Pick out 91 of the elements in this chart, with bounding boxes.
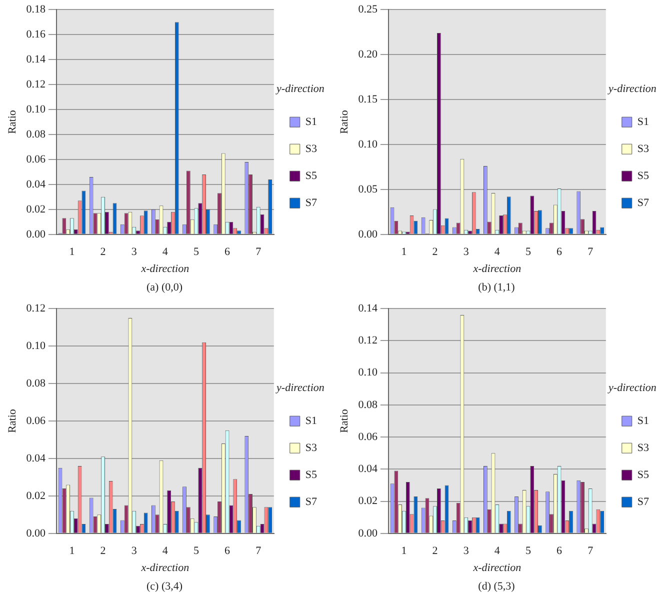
y-tick-label: 0.00 bbox=[358, 228, 378, 240]
y-tick-label: 0.08 bbox=[358, 398, 378, 411]
y-tick-label: 0.18 bbox=[26, 3, 46, 16]
y-tick-label: 0.16 bbox=[26, 28, 46, 40]
x-tick-label: 4 bbox=[494, 246, 500, 258]
y-tick-label: 0.00 bbox=[358, 527, 378, 540]
x-tick-label: 4 bbox=[494, 544, 500, 557]
legend-label: S1 bbox=[637, 116, 650, 128]
y-tick-label: 0.14 bbox=[358, 302, 378, 314]
x-tick-label: 2 bbox=[100, 246, 106, 258]
x-tick-label: 5 bbox=[525, 246, 532, 258]
x-tick-label: 3 bbox=[463, 544, 470, 557]
x-tick-label: 6 bbox=[556, 544, 563, 557]
y-tick-label: 0.04 bbox=[358, 463, 378, 476]
x-tick-label: 6 bbox=[224, 544, 231, 557]
y-tick-label: 0.12 bbox=[26, 78, 46, 90]
y-axis-title: Ratio bbox=[338, 110, 350, 134]
legend-label: S3 bbox=[637, 442, 650, 454]
x-tick-label: 3 bbox=[463, 246, 470, 258]
y-tick-label: 0.10 bbox=[26, 103, 46, 116]
legend-label: S7 bbox=[305, 496, 318, 508]
y-tick-label: 0.10 bbox=[26, 340, 46, 352]
y-tick-label: 0.06 bbox=[26, 414, 46, 427]
text: (b) (1,1) bbox=[478, 281, 516, 294]
x-axis-title: x-direction bbox=[140, 263, 190, 276]
legend-label: S5 bbox=[637, 468, 650, 481]
legend-label: S3 bbox=[305, 142, 318, 155]
x-tick-label: 6 bbox=[556, 246, 563, 258]
legend-title: y-direction bbox=[276, 382, 325, 394]
x-tick-label: 1 bbox=[401, 544, 407, 557]
y-tick-label: 0.06 bbox=[26, 153, 46, 166]
y-tick-label: 0.12 bbox=[358, 334, 378, 347]
legend-label: S7 bbox=[637, 196, 650, 209]
x-axis-title: x-direction bbox=[472, 562, 522, 574]
x-tick-label: 2 bbox=[432, 246, 438, 258]
x-tick-label: 5 bbox=[193, 544, 200, 557]
legend-title: y-direction bbox=[608, 382, 657, 394]
x-axis-title: x-direction bbox=[472, 263, 522, 276]
y-tick-label: 0.04 bbox=[26, 178, 46, 190]
x-tick-label: 5 bbox=[193, 246, 200, 258]
x-tick-label: 2 bbox=[432, 544, 438, 557]
y-tick-label: 0.02 bbox=[26, 203, 46, 216]
y-tick-label: 0.10 bbox=[358, 366, 378, 379]
legend-label: S7 bbox=[305, 196, 318, 209]
y-tick-label: 0.20 bbox=[358, 48, 378, 60]
x-tick-label: 1 bbox=[69, 544, 75, 557]
text: (d) (5,3) bbox=[478, 580, 516, 592]
x-tick-label: 5 bbox=[525, 544, 532, 557]
y-tick-label: 0.08 bbox=[26, 377, 46, 390]
x-tick-label: 7 bbox=[256, 544, 262, 557]
x-tick-label: 2 bbox=[100, 544, 106, 557]
x-tick-label: 4 bbox=[162, 544, 168, 557]
x-tick-label: 1 bbox=[401, 246, 407, 258]
x-tick-label: 3 bbox=[131, 246, 138, 258]
text: (c) (3,4) bbox=[146, 580, 183, 592]
y-tick-label: 0.06 bbox=[358, 430, 378, 443]
text: (a) (0,0) bbox=[146, 281, 183, 294]
y-axis-title: Ratio bbox=[338, 408, 350, 433]
x-tick-label: 6 bbox=[224, 246, 231, 258]
x-tick-label: 1 bbox=[69, 246, 75, 258]
y-tick-label: 0.15 bbox=[358, 93, 378, 106]
legend-label: S1 bbox=[305, 414, 318, 427]
y-tick-label: 0.05 bbox=[358, 183, 378, 196]
y-tick-label: 0.08 bbox=[26, 128, 46, 140]
y-tick-label: 0.02 bbox=[26, 490, 46, 502]
x-tick-label: 7 bbox=[588, 246, 594, 258]
y-tick-label: 0.10 bbox=[358, 138, 378, 150]
y-tick-label: 0.12 bbox=[26, 302, 46, 314]
y-tick-label: 0.25 bbox=[358, 3, 378, 16]
legend-label: S1 bbox=[637, 414, 650, 427]
x-tick-label: 7 bbox=[256, 246, 262, 258]
legend-label: S3 bbox=[305, 442, 318, 454]
x-tick-label: 4 bbox=[162, 246, 168, 258]
legend-label: S7 bbox=[637, 496, 650, 508]
legend-label: S3 bbox=[637, 142, 650, 155]
y-tick-label: 0.04 bbox=[26, 452, 46, 464]
legend-label: S5 bbox=[305, 468, 318, 481]
y-tick-label: 0.14 bbox=[26, 53, 46, 66]
legend-title: y-direction bbox=[276, 82, 325, 95]
x-tick-label: 7 bbox=[588, 544, 594, 557]
legend-title: y-direction bbox=[608, 82, 657, 95]
legend-label: S5 bbox=[637, 170, 650, 182]
y-tick-label: 0.00 bbox=[26, 527, 46, 540]
x-tick-label: 3 bbox=[131, 544, 138, 557]
legend-label: S5 bbox=[305, 170, 318, 182]
y-axis-title: Ratio bbox=[6, 110, 18, 134]
y-tick-label: 0.00 bbox=[26, 228, 46, 240]
y-tick-label: 0.02 bbox=[358, 495, 378, 508]
x-axis-title: x-direction bbox=[140, 562, 190, 574]
legend-label: S1 bbox=[305, 116, 318, 128]
y-axis-title: Ratio bbox=[6, 408, 18, 433]
